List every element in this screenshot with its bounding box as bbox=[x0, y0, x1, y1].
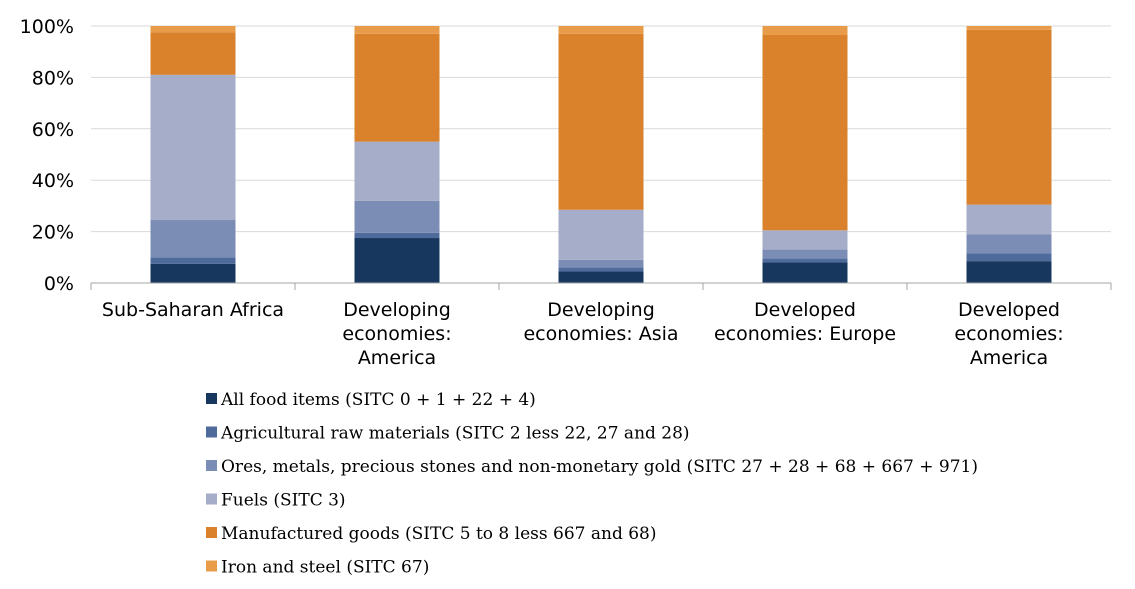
x-tick-label: Sub-Saharan Africa bbox=[102, 299, 284, 321]
legend-label: Ores, metals, precious stones and non-mo… bbox=[221, 457, 978, 477]
bar-segment bbox=[762, 262, 848, 283]
legend-swatch bbox=[206, 393, 217, 404]
bar-segment bbox=[558, 26, 644, 34]
bar-segment bbox=[762, 258, 848, 263]
legend-label: Manufactured goods (SITC 5 to 8 less 667… bbox=[221, 524, 657, 544]
y-tick-label: 60% bbox=[32, 119, 74, 141]
bar-segment bbox=[354, 232, 440, 239]
bar-segment bbox=[762, 249, 848, 259]
bar-segment bbox=[966, 204, 1052, 235]
y-tick-label: 80% bbox=[32, 67, 74, 89]
bar-segment bbox=[150, 220, 236, 258]
x-tick-label: Developed economies: America bbox=[954, 299, 1063, 369]
bar-segment bbox=[354, 26, 440, 34]
bar-segment bbox=[354, 33, 440, 142]
bar-segment bbox=[354, 141, 440, 201]
bar-segment bbox=[762, 230, 848, 250]
legend-swatch bbox=[206, 493, 217, 505]
bar-segment bbox=[558, 267, 644, 272]
bar-segment bbox=[150, 32, 236, 75]
bar-segment bbox=[966, 253, 1052, 262]
bar-segment bbox=[966, 261, 1052, 283]
bar-segment bbox=[150, 74, 236, 221]
bar-segment bbox=[558, 33, 644, 210]
legend-label: Fuels (SITC 3) bbox=[221, 491, 346, 511]
x-tick-label: Developing economies: Asia bbox=[523, 299, 678, 345]
legend-swatch bbox=[206, 426, 217, 438]
axes: 0% 20% 40% 60% 80% 100% Sub-Saharan Africa Deve… bbox=[20, 16, 1112, 369]
bar-segment bbox=[150, 263, 236, 283]
legend: All food items (SITC 0 + 1 + 22 + 4) Agri… bbox=[206, 390, 978, 578]
legend-swatch bbox=[206, 560, 217, 572]
bar-segment bbox=[966, 234, 1052, 254]
bar-segment bbox=[354, 200, 440, 233]
bar-segment bbox=[354, 238, 440, 283]
bar-segment bbox=[150, 257, 236, 264]
legend-label: Agricultural raw materials (SITC 2 less … bbox=[220, 424, 690, 444]
legend-swatch bbox=[206, 460, 217, 471]
bar-segment bbox=[558, 259, 644, 268]
bar-segment bbox=[762, 26, 848, 35]
bars bbox=[150, 26, 1052, 283]
bar-segment bbox=[558, 271, 644, 283]
legend-label: Iron and steel (SITC 67) bbox=[221, 558, 429, 578]
x-tick-label: Developed economies: Europe bbox=[714, 299, 896, 345]
x-tick-label: Developing economies: America bbox=[342, 299, 451, 369]
bar-segment bbox=[966, 26, 1052, 30]
bar-segment bbox=[150, 26, 236, 33]
legend-swatch bbox=[206, 527, 217, 538]
y-tick-label: 20% bbox=[32, 222, 74, 244]
legend-label: All food items (SITC 0 + 1 + 22 + 4) bbox=[220, 390, 536, 410]
y-tick-label: 0% bbox=[44, 273, 74, 295]
y-tick-label: 100% bbox=[20, 16, 74, 38]
y-tick-label: 40% bbox=[32, 170, 74, 192]
bar-segment bbox=[966, 29, 1052, 205]
bar-segment bbox=[558, 209, 644, 260]
bar-segment bbox=[762, 34, 848, 231]
